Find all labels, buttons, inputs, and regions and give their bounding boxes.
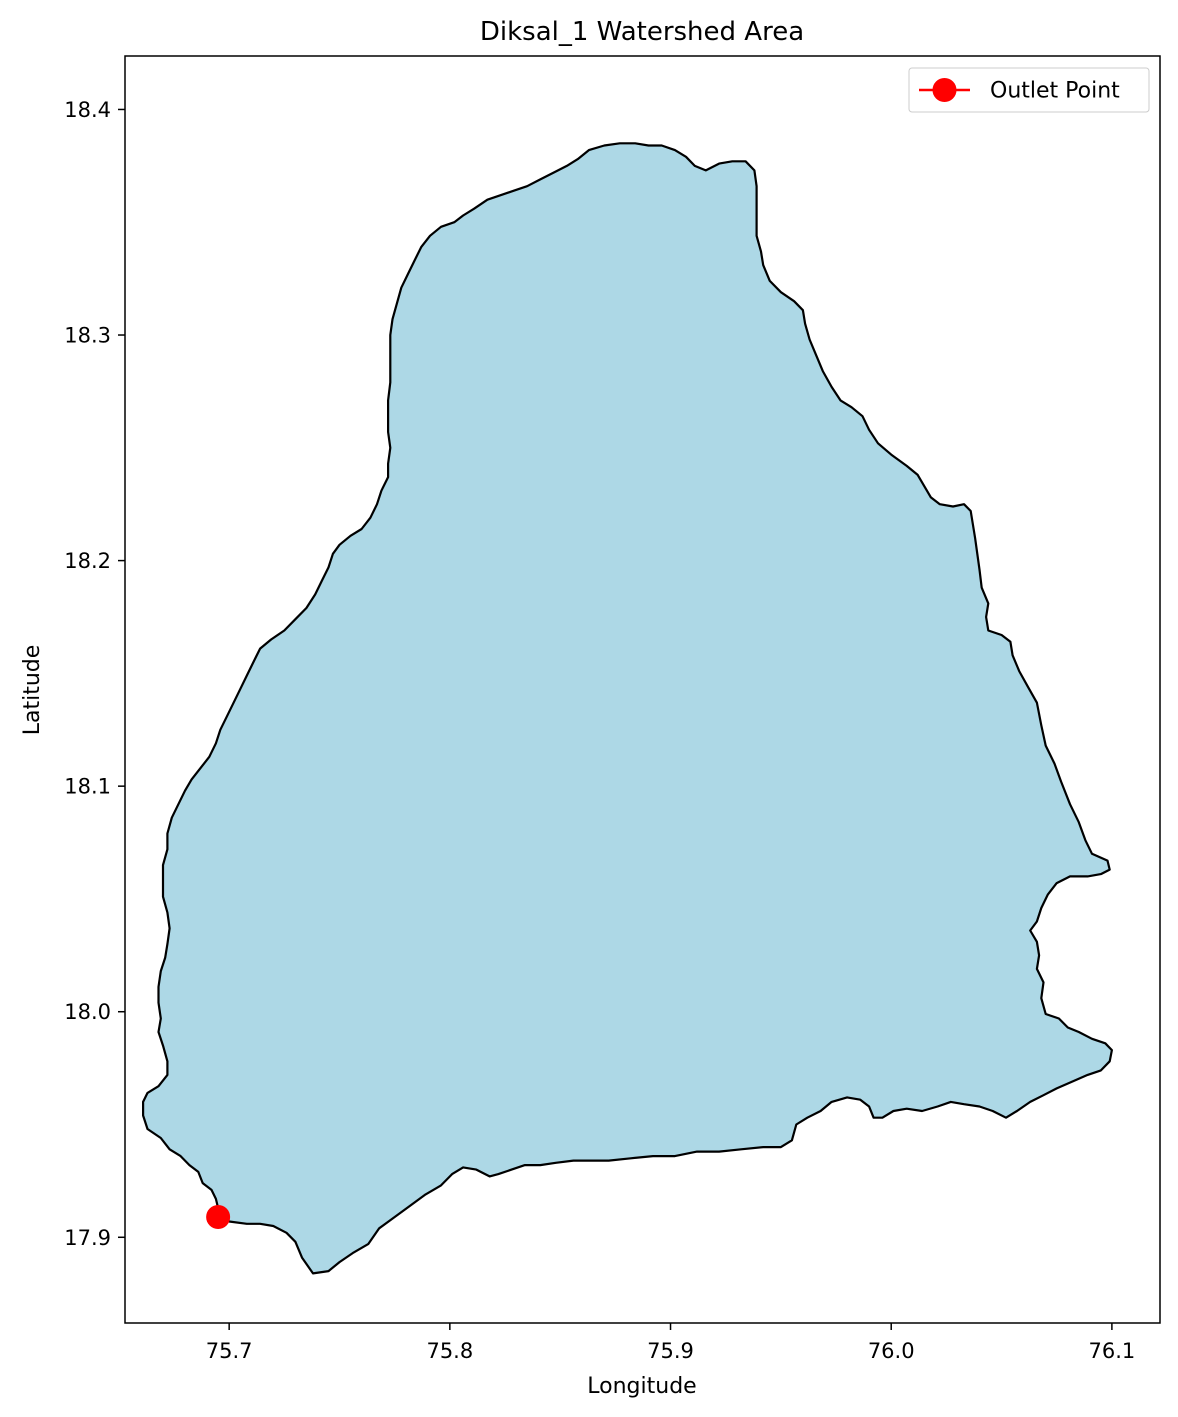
y-tick-label: 18.4: [64, 98, 111, 122]
x-tick-label: 75.8: [426, 1339, 473, 1363]
x-tick-label: 75.7: [206, 1339, 253, 1363]
y-tick-label: 18.1: [64, 775, 111, 799]
legend-outlet-marker: [932, 78, 957, 102]
x-axis-label: Longitude: [587, 1374, 696, 1399]
legend-box: [908, 67, 1150, 113]
y-axis: 17.9 18.0 18.1 18.2 18.3 18.4: [64, 98, 125, 1250]
y-tick-label: 18.3: [64, 324, 111, 348]
plot-area: [142, 142, 1113, 1275]
y-tick-label: 18.0: [64, 1000, 111, 1024]
x-tick-label: 76.1: [1089, 1339, 1136, 1363]
chart-title: Diksal_1 Watershed Area: [480, 17, 804, 47]
x-axis: 75.7 75.8 75.9 76.0 76.1: [206, 1323, 1135, 1363]
x-tick-label: 76.0: [868, 1339, 915, 1363]
y-axis-label: Latitude: [20, 645, 45, 736]
x-tick-label: 75.9: [647, 1339, 694, 1363]
y-tick-label: 18.2: [64, 549, 111, 573]
legend-outlet-label: Outlet Point: [990, 79, 1120, 104]
outlet-point-marker: [206, 1204, 231, 1229]
y-tick-label: 17.9: [64, 1226, 111, 1250]
legend: Outlet Point: [908, 67, 1150, 113]
axes-frame: [124, 55, 1161, 1324]
watershed-polygon: [142, 142, 1113, 1275]
